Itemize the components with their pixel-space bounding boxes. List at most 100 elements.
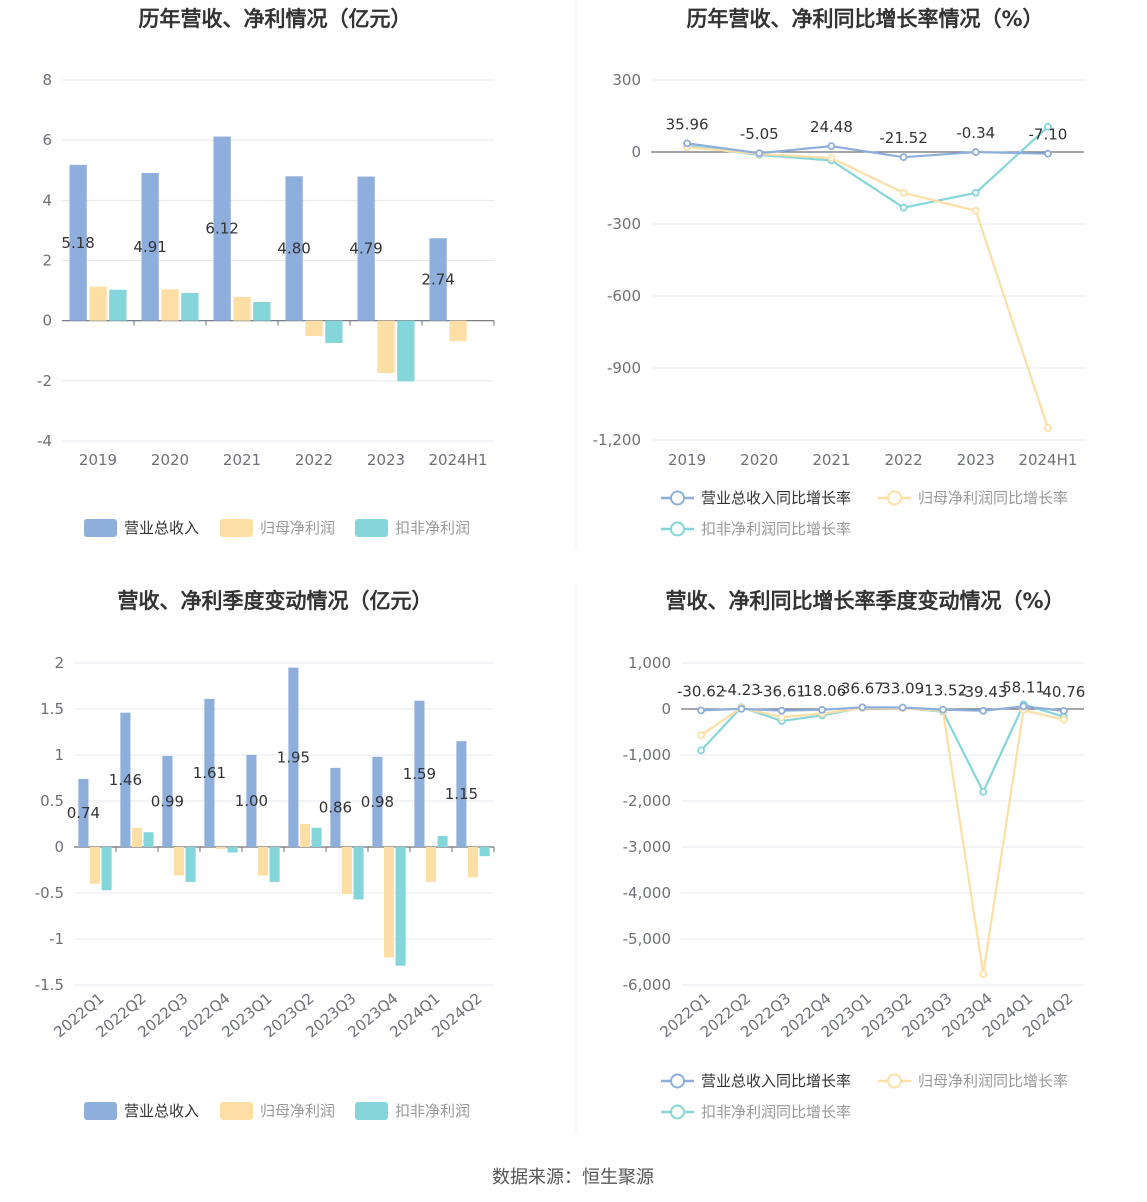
x-tick-label: 2023	[367, 451, 405, 469]
legend-swatch	[355, 519, 388, 537]
data-label: 33.09	[881, 679, 924, 697]
bar-revenue	[357, 176, 375, 321]
bar-deducted-profit	[325, 320, 343, 343]
data-label: 0.98	[361, 793, 394, 811]
series-point	[971, 188, 980, 197]
data-label: -39.43	[959, 683, 1007, 701]
chart-title: 历年营收、净利情况（亿元）	[139, 7, 412, 31]
y-tick-label: -6,000	[623, 976, 671, 994]
y-tick-label: 2	[42, 252, 52, 270]
series-point	[939, 705, 947, 714]
series-point	[1044, 122, 1052, 131]
bar-deducted-profit	[311, 827, 322, 847]
data-label: 24.48	[810, 118, 853, 136]
bar-deducted-profit	[101, 847, 112, 891]
data-label: 0.74	[67, 804, 100, 822]
y-tick-label: 0.5	[40, 792, 64, 810]
bar-deducted-profit	[143, 832, 154, 847]
data-label: 2.74	[421, 270, 454, 288]
y-tick-label: 4	[42, 191, 52, 209]
series-line-net-profit-growth	[700, 706, 1065, 975]
y-tick-label: 1	[54, 746, 64, 764]
bar-deducted-profit	[437, 835, 448, 847]
data-label: 0.99	[151, 792, 184, 810]
bar-net-profit	[449, 320, 467, 342]
chart-title: 营收、净利同比增长率季度变动情况（%）	[665, 589, 1064, 613]
y-tick-label: -900	[607, 359, 641, 377]
x-tick-label: 2022	[884, 451, 922, 469]
x-tick-label: 2024H1	[429, 451, 488, 469]
series-point	[683, 139, 691, 148]
data-label: 35.96	[666, 115, 709, 133]
data-label: 1.59	[403, 765, 436, 783]
bar-revenue	[141, 172, 159, 321]
series-point	[979, 970, 988, 978]
data-label: 58.11	[1002, 678, 1045, 696]
bar-net-profit	[233, 296, 251, 321]
bar-deducted-profit	[253, 302, 271, 321]
bar-revenue	[246, 755, 257, 847]
bar-deducted-profit	[109, 289, 127, 321]
bar-net-profit	[305, 320, 323, 337]
legend-label: 归母净利润同比增长率	[918, 489, 1068, 507]
chart-2: 历年营收、净利同比增长率情况（%） 300 0 -300 -600 -900 -1,200 2…	[593, 7, 1084, 538]
series-point	[971, 206, 980, 215]
bar-revenue	[429, 238, 447, 321]
bar-net-profit	[467, 847, 479, 878]
chart-4: 营收、净利同比增长率季度变动情况（%） 1,000 0 -1,000 -2,000 -3,…	[623, 589, 1086, 1121]
x-tick-label: 2024H1	[1018, 451, 1077, 469]
data-label: 36.67	[841, 679, 884, 697]
series-point	[697, 746, 706, 755]
bar-revenue	[69, 164, 87, 321]
bar-net-profit	[299, 824, 311, 847]
x-tick-label: 2021	[812, 451, 850, 469]
series-point	[899, 188, 908, 197]
y-tick-label: 300	[612, 71, 641, 89]
data-label: 40.76	[1042, 683, 1085, 701]
series-point	[777, 713, 786, 722]
legend-label: 归母净利润同比增长率	[918, 1072, 1068, 1090]
legend-swatch-marker	[670, 1104, 685, 1120]
legend-label: 营业总收入	[124, 519, 199, 537]
data-label: 1.00	[235, 792, 268, 810]
legend-swatch	[84, 1102, 117, 1120]
data-label: -30.62	[677, 682, 725, 700]
bar-net-profit	[131, 827, 143, 847]
y-tick-label: 0	[42, 312, 52, 330]
legend-label: 营业总收入	[124, 1102, 199, 1120]
series-point	[1044, 149, 1052, 158]
series-point	[737, 704, 746, 713]
data-label: 5.18	[61, 234, 94, 252]
bar-revenue	[456, 741, 467, 847]
y-tick-label: -2,000	[623, 792, 671, 810]
series-point	[777, 706, 786, 715]
legend-swatch	[355, 1102, 388, 1120]
data-label: 4.80	[277, 239, 310, 257]
data-label: 1.46	[109, 771, 142, 789]
series-point	[827, 142, 836, 151]
series-point	[697, 706, 706, 715]
bar-revenue	[414, 700, 425, 847]
data-label: -13.52	[919, 682, 967, 700]
bar-deducted-profit	[353, 847, 364, 900]
legend-label: 营业总收入同比增长率	[701, 1072, 851, 1090]
series-point	[1044, 424, 1052, 432]
y-tick-label: 1.5	[40, 700, 64, 718]
y-tick-label: -4,000	[623, 884, 671, 902]
y-tick-label: 0	[631, 143, 641, 161]
bar-revenue	[372, 756, 383, 847]
y-tick-label: -600	[607, 287, 641, 305]
series-point	[979, 787, 988, 796]
y-tick-label: -1,200	[593, 431, 641, 449]
y-tick-label: 6	[42, 131, 52, 149]
legend-label: 归母净利润	[260, 519, 335, 537]
legend-swatch-marker	[887, 490, 902, 506]
series-point	[697, 731, 706, 740]
series-point	[818, 705, 826, 714]
bar-revenue	[204, 698, 215, 847]
bar-revenue	[330, 767, 341, 847]
data-label: 1.15	[445, 785, 478, 803]
series-line-deducted-profit-growth	[700, 703, 1065, 795]
bar-deducted-profit	[397, 320, 415, 382]
series-point	[1019, 702, 1028, 711]
